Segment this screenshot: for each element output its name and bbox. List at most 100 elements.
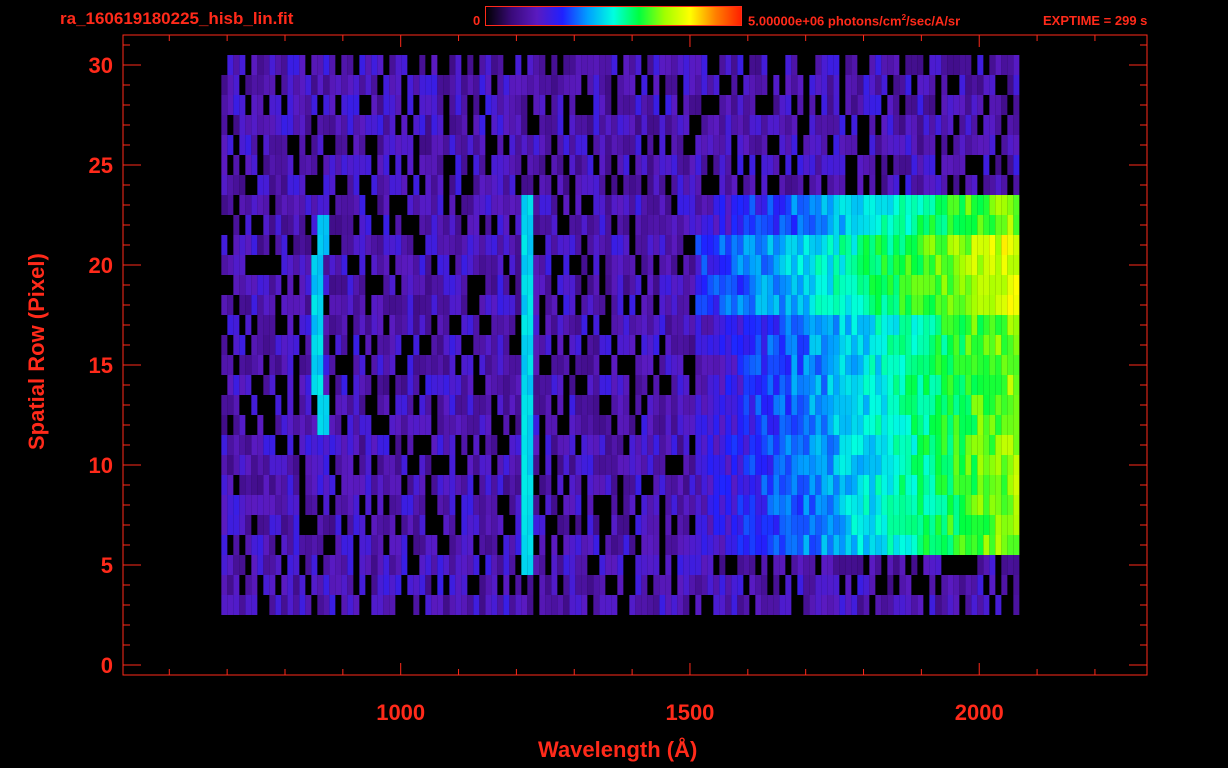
heat-cell: [635, 215, 642, 235]
heat-cell: [419, 295, 426, 315]
heat-cell: [413, 495, 420, 515]
heat-cell: [545, 415, 552, 435]
heat-cell: [239, 55, 246, 75]
heat-cell: [677, 235, 684, 255]
heat-cell: [347, 275, 354, 295]
heat-cell: [593, 75, 600, 95]
heat-cell: [929, 175, 936, 195]
heat-cell: [509, 375, 516, 395]
heat-cell: [755, 595, 762, 615]
heat-cell: [851, 595, 858, 615]
heat-cell: [539, 95, 546, 115]
heat-cell: [791, 455, 798, 475]
heat-cell: [1007, 55, 1014, 75]
heat-cell: [947, 95, 954, 115]
heat-cell: [431, 235, 438, 255]
heat-cell: [1013, 395, 1020, 415]
heat-cell: [377, 375, 384, 395]
heat-cell: [317, 115, 324, 135]
heat-cell: [365, 415, 372, 435]
heat-cell: [869, 515, 876, 535]
heat-cell: [989, 115, 996, 135]
heat-cell: [989, 495, 996, 515]
heat-cell: [971, 115, 978, 135]
heat-cell: [329, 575, 336, 595]
heat-cell: [611, 255, 618, 275]
heat-cell: [629, 135, 636, 155]
heat-cell: [521, 535, 528, 555]
heat-cell: [245, 355, 252, 375]
heat-cell: [785, 295, 792, 315]
heat-cell: [503, 535, 510, 555]
heat-cell: [659, 355, 666, 375]
heat-cell: [743, 295, 750, 315]
heat-cell: [965, 235, 972, 255]
heat-cell: [509, 595, 516, 615]
heat-cell: [905, 515, 912, 535]
heat-cell: [821, 95, 828, 115]
heat-cell: [881, 375, 888, 395]
heat-cell: [647, 515, 654, 535]
heat-cell: [953, 255, 960, 275]
heat-cell: [929, 315, 936, 335]
heat-cell: [977, 295, 984, 315]
heat-cell: [671, 595, 678, 615]
heat-cell: [833, 295, 840, 315]
heat-cell: [701, 115, 708, 135]
heat-cell: [269, 175, 276, 195]
heat-cell: [473, 215, 480, 235]
heat-cell: [257, 555, 264, 575]
heat-cell: [347, 295, 354, 315]
heat-cell: [419, 155, 426, 175]
heat-cell: [479, 335, 486, 355]
heat-cell: [719, 495, 726, 515]
heat-cell: [803, 155, 810, 175]
heat-cell: [545, 115, 552, 135]
heat-cell: [887, 115, 894, 135]
heat-cell: [245, 155, 252, 175]
heat-cell: [773, 515, 780, 535]
heat-cell: [395, 155, 402, 175]
heat-cell: [617, 455, 624, 475]
heat-cell: [227, 395, 234, 415]
heat-cell: [473, 415, 480, 435]
heat-cell: [653, 375, 660, 395]
heat-cell: [527, 415, 534, 435]
heat-cell: [815, 275, 822, 295]
heat-cell: [257, 355, 264, 375]
heat-cell: [755, 455, 762, 475]
heat-cell: [707, 375, 714, 395]
heat-cell: [239, 275, 246, 295]
heat-cell: [677, 355, 684, 375]
heat-cell: [905, 475, 912, 495]
heat-cell: [839, 515, 846, 535]
heat-cell: [983, 355, 990, 375]
heat-cell: [341, 455, 348, 475]
heat-cell: [839, 415, 846, 435]
heat-cell: [923, 215, 930, 235]
heat-cell: [959, 55, 966, 75]
heat-cell: [683, 515, 690, 535]
heat-cell: [959, 135, 966, 155]
heat-cell: [653, 335, 660, 355]
heat-cell: [695, 435, 702, 455]
heat-cell: [977, 575, 984, 595]
heat-cell: [347, 555, 354, 575]
heat-cell: [887, 595, 894, 615]
heat-cell: [755, 375, 762, 395]
heat-cell: [971, 175, 978, 195]
heat-cell: [461, 475, 468, 495]
heat-cell: [857, 575, 864, 595]
heat-cell: [227, 195, 234, 215]
heat-cell: [353, 355, 360, 375]
heat-cell: [923, 515, 930, 535]
heat-cell: [305, 495, 312, 515]
heat-cell: [293, 455, 300, 475]
heat-cell: [935, 515, 942, 535]
heat-cell: [809, 555, 816, 575]
heat-cell: [269, 55, 276, 75]
heat-cell: [917, 155, 924, 175]
heat-cell: [665, 415, 672, 435]
heat-cell: [383, 295, 390, 315]
heat-cell: [455, 595, 462, 615]
